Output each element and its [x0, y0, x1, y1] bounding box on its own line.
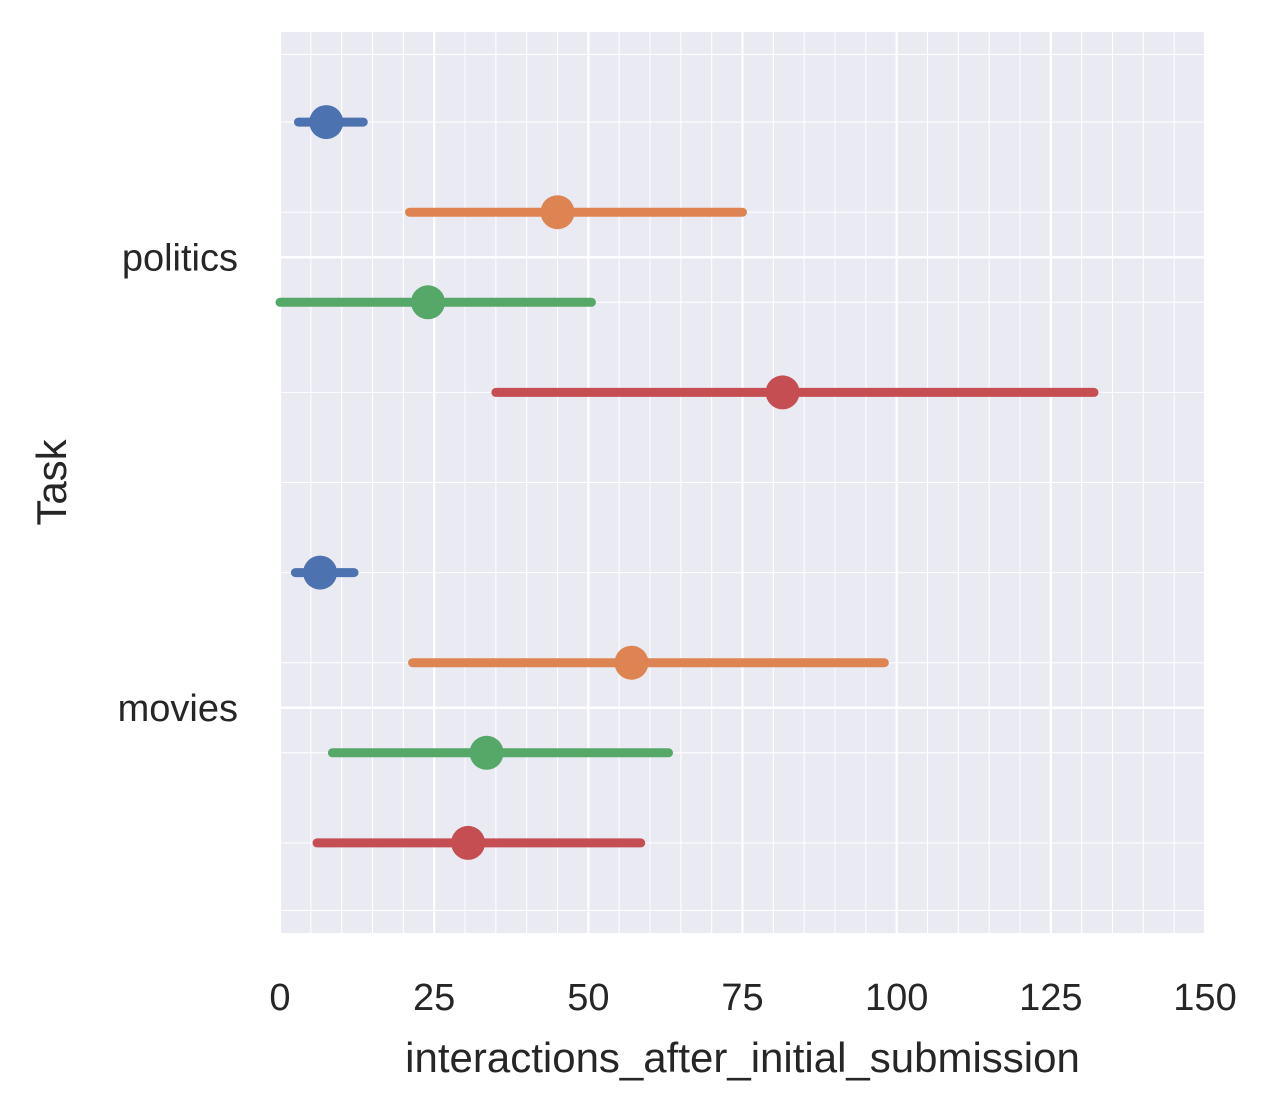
x-tick-label: 25 [413, 977, 455, 1019]
data-point [765, 375, 800, 410]
grid [278, 32, 1207, 933]
x-tick-label: 125 [1019, 977, 1082, 1019]
data-point [540, 195, 575, 230]
x-tick-label: 75 [721, 977, 763, 1019]
x-tick-label: 0 [269, 977, 290, 1019]
data-point [451, 825, 486, 860]
data-point [309, 105, 344, 140]
y-tick-label: politics [122, 237, 238, 279]
data-point [303, 555, 338, 590]
data-point [469, 735, 504, 770]
y-tick-labels: politics movies [118, 237, 238, 730]
x-tick-label: 100 [865, 977, 928, 1019]
marks [275, 105, 1099, 860]
data-point [411, 285, 445, 320]
y-tick-label: movies [118, 688, 238, 730]
data-point [614, 645, 649, 680]
x-axis-label: interactions_after_initial_submission [405, 1034, 1080, 1081]
y-axis-label: Task [28, 438, 75, 525]
x-tick-labels: 0 25 50 75 100 125 150 [269, 977, 1236, 1019]
x-tick-label: 150 [1173, 977, 1236, 1019]
x-tick-label: 50 [567, 977, 609, 1019]
